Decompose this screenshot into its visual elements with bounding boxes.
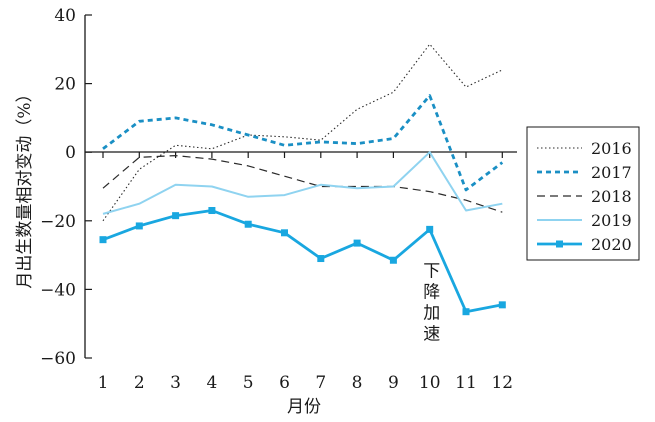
data-point (281, 229, 288, 237)
legend-item-2018: 2018 (537, 187, 632, 206)
x-tick-label: 9 (388, 373, 399, 393)
y-tick-label: −60 (40, 349, 76, 369)
legend-label: 2019 (591, 211, 632, 230)
x-axis-title: 月份 (287, 397, 321, 417)
legend-items: 2016 2017 2018 2019 2020 (537, 139, 632, 254)
y-tick-label: 0 (65, 143, 76, 163)
data-point (426, 225, 434, 233)
x-tick-label: 5 (243, 373, 254, 393)
y-tick-label: −20 (40, 212, 76, 232)
data-point (389, 256, 397, 264)
x-tick-label: 10 (419, 373, 441, 393)
data-point (172, 212, 180, 220)
series-2019 (102, 151, 503, 215)
x-tick-label: 8 (352, 373, 363, 393)
y-tick-label: 20 (54, 75, 76, 95)
legend-label: 2018 (591, 187, 632, 206)
legend-item-2017: 2017 (537, 163, 632, 182)
x-tick-label: 11 (455, 373, 477, 393)
data-point (353, 239, 361, 247)
data-point (244, 220, 252, 228)
data-point (462, 308, 470, 316)
series-2017 (102, 94, 504, 192)
series-line-2018 (102, 155, 503, 213)
data-point (317, 255, 325, 263)
annotation-char: 下 (423, 262, 440, 282)
x-tick-label: 3 (170, 373, 181, 393)
data-point (99, 236, 107, 244)
legend-label: 2020 (591, 235, 632, 254)
data-point (208, 207, 216, 215)
data-point (135, 222, 143, 230)
y-ticks: −60 −40 −20 0 20 40 (40, 6, 92, 369)
x-tick-label: 4 (206, 373, 217, 393)
series-2020 (99, 207, 506, 316)
series-line-2019 (102, 151, 503, 215)
legend-item-2020: 2020 (537, 235, 632, 254)
legend-marker (556, 240, 563, 248)
x-ticks: 1 2 3 4 5 6 7 8 9 10 11 12 (98, 152, 513, 393)
y-axis-title: 月出生数量相对变动（%） (15, 85, 35, 288)
legend-label: 2017 (591, 163, 632, 182)
data-point (498, 301, 506, 309)
x-tick-label: 12 (491, 373, 513, 393)
legend-item-2016: 2016 (537, 139, 632, 158)
series-2016 (102, 43, 503, 222)
x-tick-label: 2 (134, 373, 145, 393)
annotation-char: 加 (423, 304, 440, 324)
legend-label: 2016 (591, 139, 632, 158)
series-2018 (102, 155, 503, 213)
y-tick-label: −40 (40, 280, 76, 300)
x-tick-label: 7 (315, 373, 326, 393)
series-line-2020 (102, 209, 503, 314)
series-layer (99, 43, 506, 316)
y-tick-label: 40 (54, 6, 76, 26)
legend-item-2019: 2019 (537, 211, 632, 230)
legend: 2016 2017 2018 2019 2020 (526, 126, 640, 261)
x-tick-label: 1 (98, 373, 109, 393)
annotation-char: 降 (423, 283, 440, 303)
series-line-2016 (102, 43, 503, 222)
series-line-2017 (102, 94, 504, 192)
x-tick-label: 6 (279, 373, 290, 393)
annotation-char: 速 (423, 325, 440, 345)
legend-box (526, 126, 640, 261)
